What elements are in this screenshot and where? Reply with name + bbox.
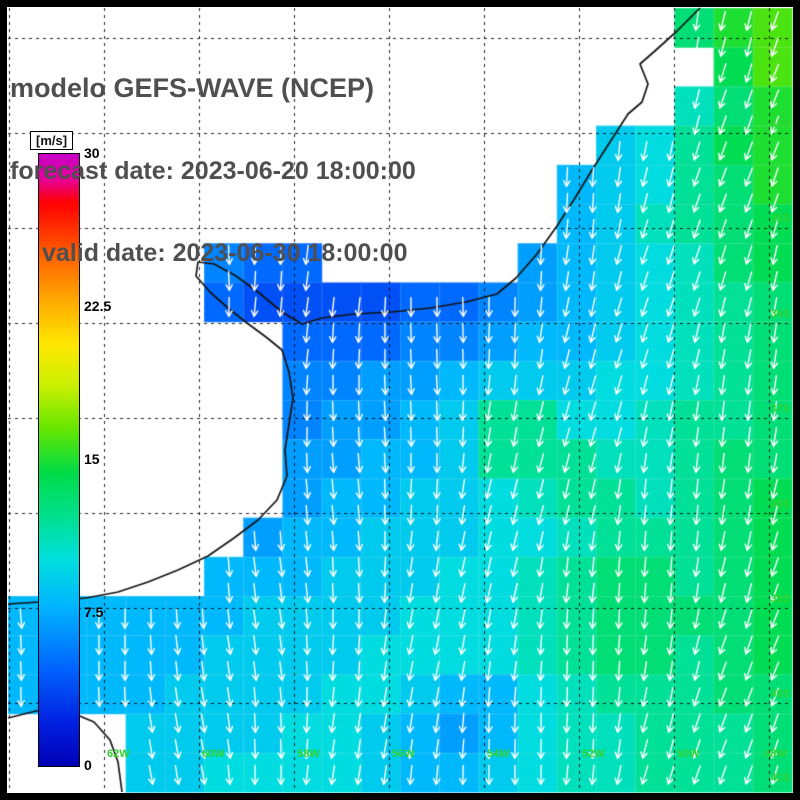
wave-map-canvas (0, 0, 800, 800)
wave-model-chart: modelo GEFS-WAVE (NCEP) forecast date: 2… (0, 0, 800, 800)
